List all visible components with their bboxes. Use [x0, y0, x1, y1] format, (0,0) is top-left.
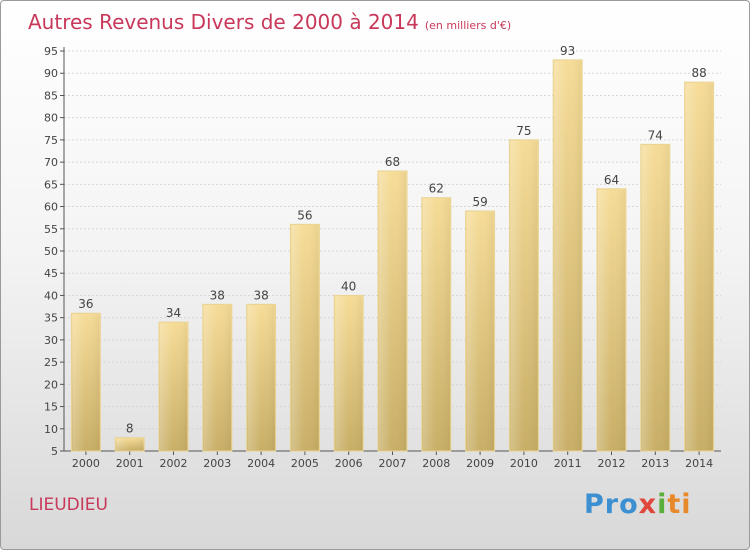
x-tick-label: 2006 [335, 457, 363, 470]
bar-highlight [685, 83, 713, 450]
y-tick-label: 95 [44, 45, 58, 58]
x-tick-label: 2004 [247, 457, 275, 470]
y-tick-label: 85 [44, 89, 58, 102]
x-tick-label: 2001 [116, 457, 144, 470]
y-tick-label: 70 [44, 156, 58, 169]
y-tick-label: 65 [44, 178, 58, 191]
y-tick-label: 45 [44, 267, 58, 280]
x-tick-label: 2011 [554, 457, 582, 470]
bar-highlight [379, 172, 406, 450]
x-tick-label: 2012 [598, 457, 626, 470]
x-tick-label: 2000 [72, 457, 100, 470]
value-label: 88 [691, 66, 706, 80]
bar-highlight [72, 314, 100, 450]
y-tick-label: 75 [44, 134, 58, 147]
y-tick-label: 35 [44, 312, 58, 325]
x-tick-label: 2002 [160, 457, 188, 470]
bar-highlight [598, 189, 625, 450]
value-label: 36 [78, 297, 93, 311]
bar-highlight [554, 60, 582, 451]
value-label: 8 [126, 422, 134, 436]
title-unit: (en milliers d'€) [424, 19, 512, 32]
proxiti-logo[interactable]: Proxiti [584, 489, 692, 520]
bars [70, 59, 715, 452]
y-tick-label: 5 [51, 445, 58, 458]
y-tick-label: 10 [44, 423, 58, 436]
value-label: 38 [253, 288, 268, 302]
value-label: 34 [166, 306, 181, 320]
value-label: 68 [385, 155, 400, 169]
value-label: 59 [472, 195, 487, 209]
bar-highlight [641, 145, 669, 451]
bar-highlight [160, 323, 187, 450]
title-main: Autres Revenus Divers de 2000 à 2014 [28, 10, 419, 34]
bar-highlight [422, 198, 450, 450]
y-tick-label: 80 [44, 112, 58, 125]
commune-name: LIEUDIEU [29, 495, 108, 515]
x-tick-label: 2008 [422, 457, 450, 470]
y-tick-label: 20 [44, 378, 58, 391]
bar-highlight [116, 438, 144, 450]
y-tick-label: 90 [44, 67, 58, 80]
bar-highlight [510, 140, 538, 450]
bar-highlight [203, 305, 231, 450]
bar-highlight [335, 296, 363, 450]
value-label: 40 [341, 279, 356, 293]
bar-highlight [247, 305, 275, 450]
chart-title: Autres Revenus Divers de 2000 à 2014 (en … [28, 10, 511, 34]
x-tick-label: 2013 [641, 457, 669, 470]
x-tick-label: 2007 [379, 457, 407, 470]
value-label: 62 [429, 182, 444, 196]
value-label: 38 [210, 288, 225, 302]
x-tick-label: 2005 [291, 457, 319, 470]
value-label: 75 [516, 124, 531, 138]
y-tick-label: 55 [44, 223, 58, 236]
value-label: 74 [648, 128, 663, 142]
value-label: 93 [560, 44, 575, 58]
bar-highlight [291, 225, 319, 450]
y-tick-label: 60 [44, 201, 58, 214]
value-label: 56 [297, 208, 312, 222]
x-tick-label: 2014 [685, 457, 713, 470]
x-tick-label: 2010 [510, 457, 538, 470]
y-tick-label: 25 [44, 356, 58, 369]
value-label: 64 [604, 173, 619, 187]
y-tick-label: 40 [44, 289, 58, 302]
y-tick-label: 30 [44, 334, 58, 347]
x-tick-label: 2003 [203, 457, 231, 470]
y-tick-label: 15 [44, 401, 58, 414]
x-tick-label: 2009 [466, 457, 494, 470]
bar-highlight [466, 212, 494, 450]
y-tick-label: 50 [44, 245, 58, 258]
value-labels: 36 8 34 38 38 56 40 68 62 59 75 93 64 74 88 [78, 44, 706, 436]
